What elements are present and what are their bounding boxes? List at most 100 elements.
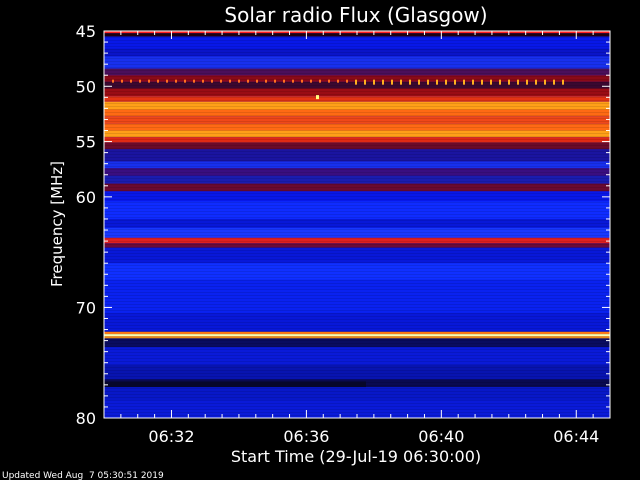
texture-line [104, 334, 610, 335]
texture-line [104, 205, 610, 206]
axes: 45 50 55 60 70 80 06:32 06:36 06:40 06:44 [76, 22, 611, 446]
texture-line [104, 262, 610, 263]
interference-dot [463, 79, 465, 85]
texture-line [104, 250, 610, 251]
interference-dot [391, 79, 393, 85]
texture-line [104, 97, 610, 98]
texture-line [104, 328, 610, 329]
texture-line [104, 61, 610, 62]
interference-dot [472, 79, 474, 85]
interference-dot [184, 79, 186, 83]
texture-line [104, 355, 610, 356]
texture-line [104, 325, 610, 326]
texture-line [104, 307, 610, 308]
frequency-band [104, 183, 610, 192]
y-tick-label: 45 [76, 22, 96, 41]
texture-line [104, 376, 610, 377]
texture-line [104, 283, 610, 284]
interference-dot [364, 79, 366, 85]
texture-line [104, 163, 610, 164]
interference-dot [166, 79, 168, 83]
texture-line [104, 106, 610, 107]
frequency-band [104, 237, 610, 244]
frequency-band [104, 116, 610, 124]
frequency-band [104, 218, 610, 228]
texture-line [104, 253, 610, 254]
texture-line [104, 208, 610, 209]
texture-line [104, 181, 610, 182]
texture-line [104, 358, 610, 359]
interference-dot [517, 79, 519, 85]
texture-line [104, 100, 610, 101]
texture-line [104, 52, 610, 53]
texture-line [104, 280, 610, 281]
texture-line [104, 178, 610, 179]
texture-line [104, 157, 610, 158]
texture-line [104, 295, 610, 296]
interference-dot [175, 79, 177, 83]
interference-dot [400, 79, 402, 85]
texture-line [104, 235, 610, 236]
texture-line [104, 286, 610, 287]
interference-dot [436, 79, 438, 85]
texture-line [104, 409, 610, 410]
texture-line [104, 196, 610, 197]
frequency-band [104, 36, 610, 49]
interference-dot [301, 79, 303, 83]
interference-dot [490, 79, 492, 85]
texture-line [104, 55, 610, 56]
frequency-band [104, 243, 610, 248]
interference-dot [508, 79, 510, 85]
chart-title: Solar radio Flux (Glasgow) [224, 3, 487, 27]
texture-line [104, 310, 610, 311]
x-axis-label: Start Time (29-Jul-19 06:30:00) [231, 447, 481, 466]
frequency-band [104, 161, 610, 169]
interference-dot [481, 79, 483, 85]
texture-line [104, 43, 610, 44]
interference-dot [526, 79, 528, 85]
texture-line [104, 352, 610, 353]
frequency-band [104, 88, 610, 97]
texture-line [104, 316, 610, 317]
interference-dot [319, 79, 321, 83]
frequency-band [104, 331, 610, 334]
texture-line [104, 229, 610, 230]
x-tick-label: 06:36 [283, 427, 329, 446]
texture-line [104, 367, 610, 368]
frequency-band [104, 247, 610, 264]
interference-dot [256, 79, 258, 83]
texture-line [104, 241, 610, 242]
frequency-band [104, 149, 610, 162]
texture-line [104, 394, 610, 395]
frequency-band [104, 333, 610, 337]
texture-line [104, 256, 610, 257]
interference-dot [130, 79, 132, 83]
texture-line [104, 109, 610, 110]
texture-line [104, 67, 610, 68]
frequency-band [104, 279, 610, 313]
interference-dot [346, 79, 348, 83]
interference-dot [211, 79, 213, 83]
interference-dot [535, 79, 537, 85]
texture-line [104, 46, 610, 47]
texture-line [104, 340, 610, 341]
texture-line [104, 136, 610, 137]
texture-line [104, 127, 610, 128]
interference-dot [238, 79, 240, 83]
texture-line [104, 151, 610, 152]
texture-line [104, 130, 610, 131]
texture-line [104, 133, 610, 134]
texture-line [104, 37, 610, 38]
interference-dot [274, 79, 276, 83]
texture-line [104, 154, 610, 155]
interference-dot [202, 79, 204, 83]
x-tick-label: 06:44 [553, 427, 599, 446]
texture-line [104, 226, 610, 227]
y-tick-label: 50 [76, 77, 96, 96]
y-tick-label: 55 [76, 133, 96, 152]
texture-line [104, 40, 610, 41]
texture-line [104, 337, 610, 338]
texture-line [104, 184, 610, 185]
texture-line [104, 199, 610, 200]
